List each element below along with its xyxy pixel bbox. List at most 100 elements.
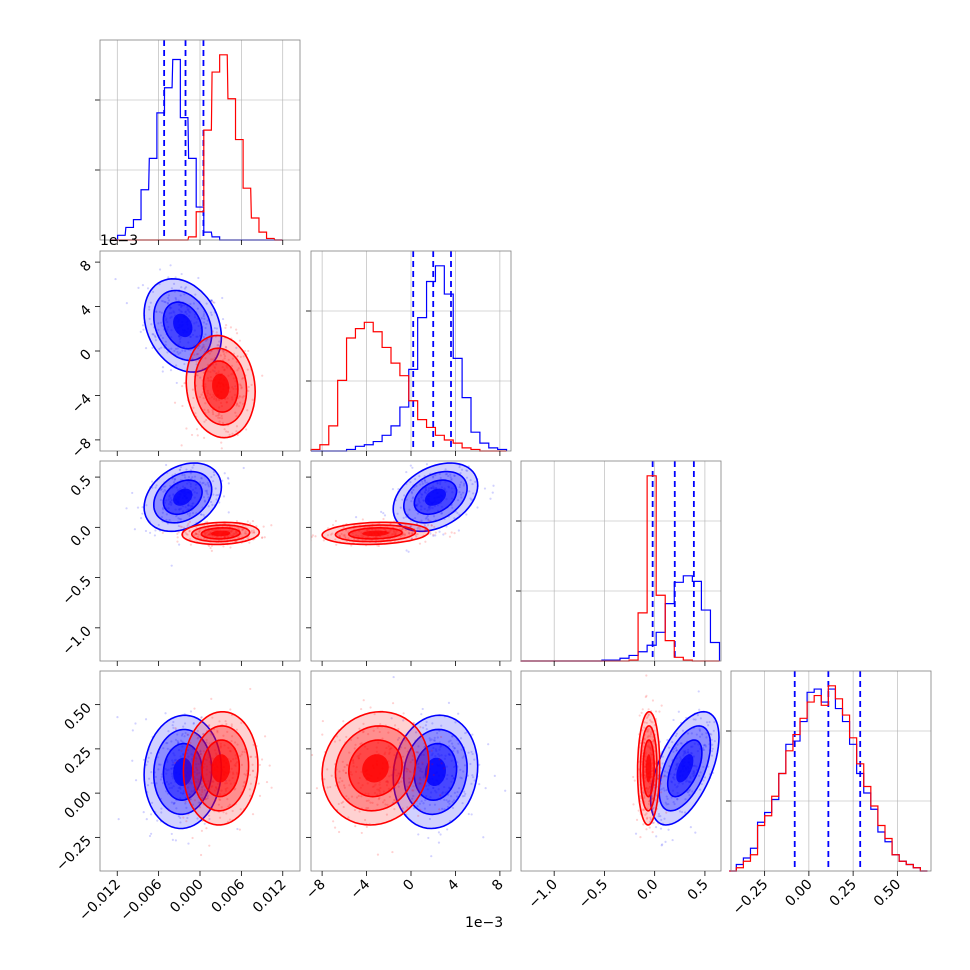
scatter-point	[337, 802, 340, 806]
scatter-point	[408, 770, 411, 773]
scatter-point	[176, 733, 179, 736]
scatter-point	[251, 763, 254, 766]
scatter-point	[191, 466, 194, 469]
scatter-point	[253, 531, 256, 534]
scatter-point	[390, 717, 393, 720]
scatter-point	[456, 749, 459, 753]
scatter-point	[205, 322, 208, 326]
scatter-point	[340, 801, 343, 805]
scatter-point	[172, 481, 176, 484]
scatter-point	[238, 395, 241, 398]
scatter-point	[463, 794, 466, 797]
scatter-point	[676, 798, 679, 801]
scatter-point	[460, 481, 463, 484]
scatter-point	[347, 816, 350, 819]
scatter-point	[414, 731, 418, 734]
scatter-point	[144, 347, 148, 350]
scatter-point	[333, 826, 337, 829]
scatter-point	[294, 528, 296, 530]
scatter-point	[665, 811, 668, 814]
scatter-point	[674, 734, 678, 738]
density-level	[211, 754, 230, 783]
scatter-point	[205, 491, 208, 494]
scatter-point	[154, 339, 157, 342]
scatter-point	[460, 748, 463, 751]
scatter-point	[203, 317, 206, 320]
contour-line	[321, 710, 430, 826]
scatter-point	[223, 354, 227, 358]
scatter-point	[193, 353, 196, 356]
scatter-point	[641, 708, 644, 711]
scatter-point	[476, 506, 479, 509]
scatter-point	[403, 777, 406, 781]
scatter-point	[218, 420, 221, 423]
contour-line	[413, 479, 458, 516]
scatter-point	[331, 523, 335, 527]
scatter-point	[438, 808, 441, 811]
scatter-point	[193, 475, 197, 478]
scatter-point	[134, 722, 137, 725]
scatter-point	[194, 533, 198, 536]
scatter-point	[188, 514, 191, 517]
scatter-point	[651, 811, 654, 815]
scatter-point	[195, 773, 199, 777]
scatter-point	[248, 541, 251, 544]
scatter-point	[225, 722, 228, 726]
scatter-point	[638, 714, 641, 717]
scatter-point	[403, 534, 406, 537]
scatter-point	[207, 526, 210, 529]
contour-line	[190, 524, 251, 543]
scatter-point	[660, 752, 663, 755]
scatter-point	[174, 727, 177, 730]
histogram-series-1	[110, 54, 283, 241]
scatter-point	[447, 474, 450, 478]
offset-label-p2-x: 1e−3	[465, 915, 503, 931]
scatter-point	[341, 779, 344, 783]
scatter-point	[643, 796, 646, 800]
scatter-point	[642, 791, 645, 794]
scatter-point	[702, 765, 705, 768]
scatter-point	[159, 334, 162, 337]
scatter-point	[677, 710, 680, 713]
scatter-point	[411, 797, 414, 800]
contour-line	[392, 462, 479, 533]
scatter-point	[189, 302, 192, 306]
scatter-point	[252, 531, 256, 534]
scatter-point	[226, 430, 230, 434]
scatter-point	[428, 817, 432, 821]
scatter-point	[448, 535, 452, 538]
scatter-point	[683, 811, 687, 814]
scatter-p1-p4: −0.012−0.006 0.000 0.006 0.012 −0.25 0.00 0.25…	[53, 670, 301, 924]
scatter-point	[728, 741, 730, 743]
scatter-point	[369, 706, 372, 709]
scatter-point	[680, 811, 684, 814]
scatter-point	[213, 459, 215, 461]
scatter-point	[167, 730, 170, 733]
scatter-point	[184, 731, 187, 735]
scatter-point	[203, 408, 206, 411]
scatter-point	[645, 812, 648, 815]
scatter-point	[150, 323, 153, 326]
scatter-point	[647, 714, 650, 717]
scatter-point	[210, 313, 213, 316]
scatter-point	[182, 526, 186, 529]
scatter-point	[209, 299, 213, 302]
x-tick-label: −0.006	[117, 876, 165, 924]
scatter-point	[200, 829, 204, 832]
scatter-point	[386, 803, 389, 806]
scatter-point	[341, 760, 344, 763]
scatter-point	[432, 533, 435, 536]
scatter-point	[155, 484, 158, 487]
scatter-point	[440, 724, 443, 727]
scatter-point	[157, 322, 160, 325]
scatter-point	[167, 294, 171, 297]
scatter-point	[199, 513, 203, 516]
scatter-point	[362, 722, 365, 725]
scatter-point	[455, 795, 459, 798]
scatter-point	[250, 755, 253, 758]
scatter-point	[205, 827, 208, 830]
scatter-point	[409, 519, 412, 522]
scatter-point	[451, 506, 454, 509]
scatter-point	[418, 475, 421, 478]
scatter-point	[161, 366, 165, 369]
